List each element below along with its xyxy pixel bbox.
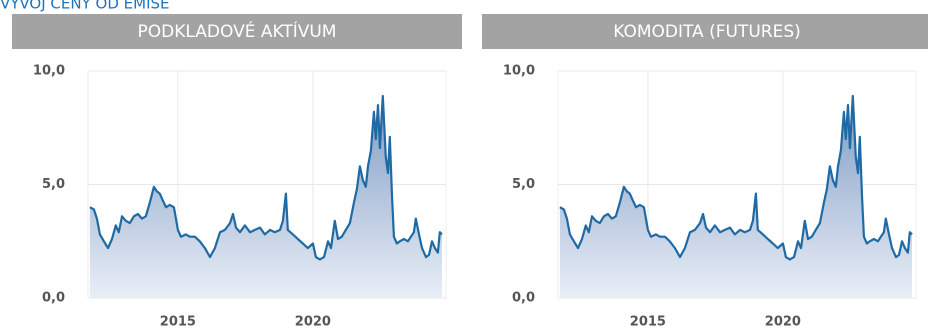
x-tick-label: 2015 bbox=[160, 315, 196, 329]
header-bar bbox=[482, 14, 928, 49]
y-tick-label: 5,0 bbox=[512, 177, 535, 192]
line bbox=[559, 94, 913, 261]
y-tick-label: 0,0 bbox=[42, 291, 65, 306]
x-tick-label: 2020 bbox=[765, 315, 801, 329]
area bbox=[559, 96, 912, 298]
chart-title: KOMODITA (FUTURES) bbox=[613, 22, 801, 42]
y-tick-label: 0,0 bbox=[512, 291, 535, 306]
area bbox=[89, 96, 443, 298]
header-bar bbox=[12, 14, 462, 49]
page-title: VÝVOJ CENY OD EMISE bbox=[0, 0, 170, 13]
x-tick-label: 2020 bbox=[295, 315, 331, 329]
chart-title: PODKLADOVÉ AKTÍVUM bbox=[138, 20, 337, 42]
y-tick-label: 10,0 bbox=[33, 64, 65, 79]
line bbox=[89, 94, 443, 261]
x-tick-label: 2015 bbox=[630, 315, 666, 329]
y-tick-label: 10,0 bbox=[503, 64, 535, 79]
y-tick-label: 5,0 bbox=[42, 177, 65, 192]
